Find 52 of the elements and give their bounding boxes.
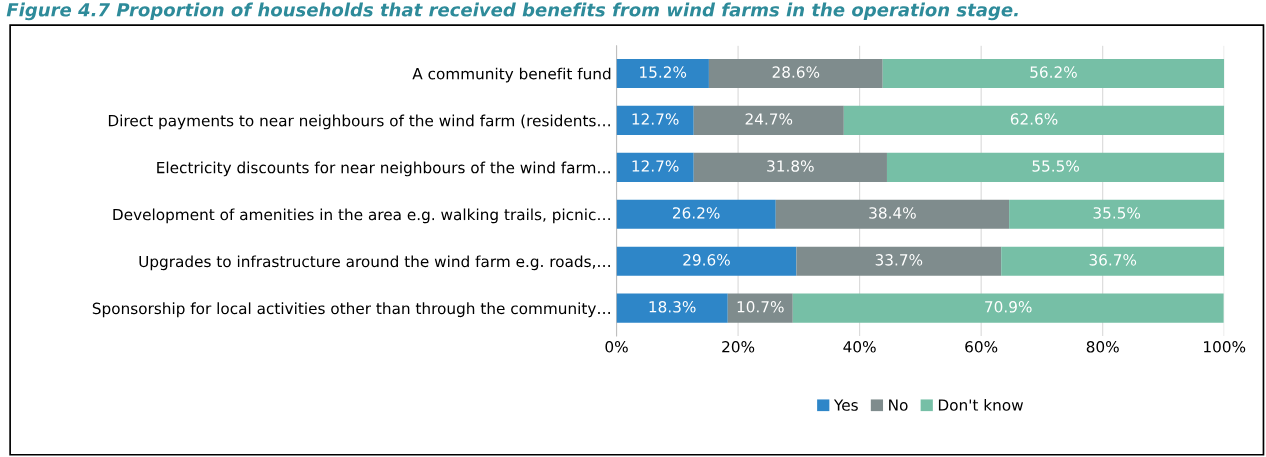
data-label: 12.7% [632,160,679,172]
x-tick-label: 0% [605,341,628,353]
bar [1009,199,1225,229]
y-tick-label: Electricity discounts for near neighbours of the wind farm… [157,161,610,177]
chart-title: Figure 4.7 Proportion of households that received benefits from wind farms in the operation stage. [6,2,1018,21]
bar [796,246,1002,276]
data-label: 24.7% [745,113,793,125]
y-tick-label: Upgrades to infrastructure around the wind farm e.g. roads,… [139,255,610,271]
bar [886,152,1225,182]
bar [1001,246,1225,276]
data-label: 31.8% [767,160,814,172]
data-label: 26.2% [673,207,720,219]
bar [792,293,1224,323]
y-tick-label: Development of amenities in the area e.g. walking trails, picnic… [113,208,610,224]
y-tick-label: A community benefit fund [412,67,611,83]
data-label: 18.3% [649,301,696,313]
data-label: 12.7% [632,113,679,125]
x-tick-label: 100% [1204,341,1246,353]
x-tick-label: 40% [843,341,876,353]
x-tick-label: 20% [722,341,755,353]
bar [693,152,887,182]
bar [882,58,1225,88]
legend-label: Don't know [938,398,1023,411]
data-label: 33.7% [875,254,923,266]
y-tick-label: Direct payments to near neighbours of the wind farm (residents… [108,114,610,130]
x-tick-label: 60% [965,341,998,353]
legend-label: Yes [833,399,858,411]
legend-label: No [889,399,908,411]
data-label: 28.6% [772,66,820,78]
bar [775,199,1010,229]
data-label: 36.7% [1089,254,1137,266]
bar [616,105,694,135]
data-label: 55.5% [1032,160,1080,172]
data-label: 29.6% [683,254,730,266]
bar [616,152,694,182]
data-label: 15.2% [640,66,687,78]
bar [616,58,709,88]
bar [843,105,1225,135]
y-tick-label: Sponsorship for local activities other than through the community… [92,302,610,318]
data-label: 70.9% [985,301,1032,313]
data-label: 56.2% [1030,66,1077,78]
bar [616,293,728,323]
data-label: 10.7% [737,301,784,313]
data-label: 38.4% [869,207,916,219]
x-tick-label: 80% [1086,341,1119,353]
bar [693,105,844,135]
data-label: 62.6% [1010,113,1058,125]
bar [708,58,883,88]
bar [727,293,793,323]
bar [616,199,776,229]
bar [616,246,797,276]
data-label: 35.5% [1093,207,1141,219]
